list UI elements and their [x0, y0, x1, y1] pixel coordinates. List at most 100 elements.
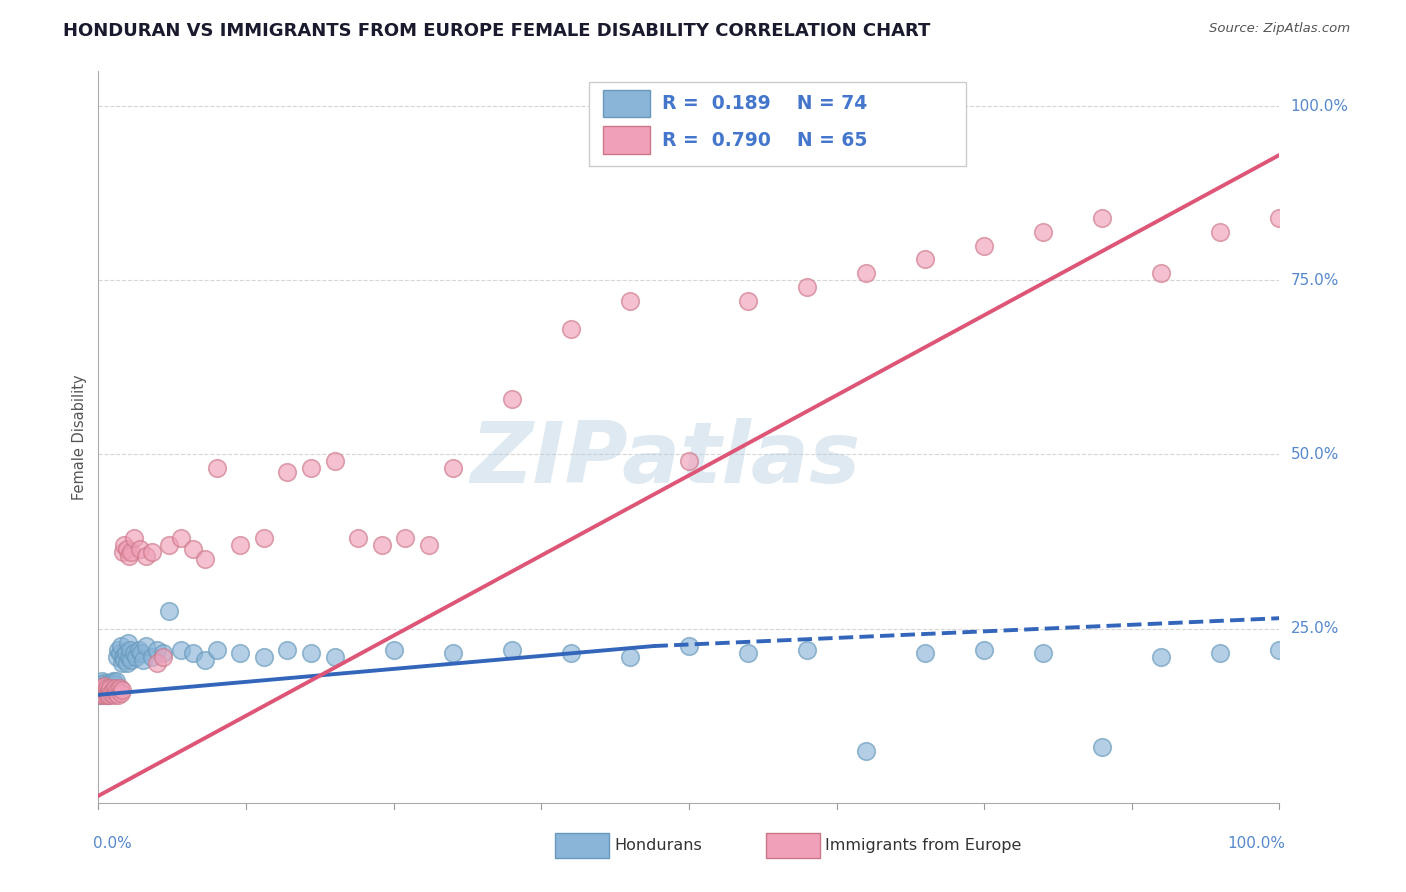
- Point: [146, 642, 169, 657]
- Point: [1209, 646, 1232, 660]
- Point: [111, 682, 134, 697]
- Point: [98, 679, 121, 693]
- Point: [796, 280, 818, 294]
- Point: [117, 635, 139, 649]
- Point: [205, 642, 228, 657]
- Text: HONDURAN VS IMMIGRANTS FROM EUROPE FEMALE DISABILITY CORRELATION CHART: HONDURAN VS IMMIGRANTS FROM EUROPE FEMAL…: [63, 22, 931, 40]
- Point: [121, 545, 143, 559]
- Point: [299, 646, 322, 660]
- Point: [501, 392, 523, 406]
- Text: 100.0%: 100.0%: [1291, 99, 1348, 113]
- Point: [121, 653, 143, 667]
- Point: [91, 682, 114, 697]
- Point: [111, 657, 134, 671]
- Point: [118, 649, 141, 664]
- Point: [89, 686, 111, 700]
- Point: [94, 681, 117, 695]
- Point: [90, 682, 112, 697]
- Point: [323, 649, 346, 664]
- Text: Hondurans: Hondurans: [614, 838, 702, 853]
- Point: [678, 454, 700, 468]
- Point: [132, 653, 155, 667]
- Point: [98, 688, 121, 702]
- Point: [120, 642, 142, 657]
- Point: [91, 679, 114, 693]
- Point: [1091, 211, 1114, 225]
- Point: [619, 294, 641, 309]
- Point: [678, 639, 700, 653]
- Point: [112, 538, 135, 552]
- Text: R =  0.189    N = 74: R = 0.189 N = 74: [662, 94, 868, 113]
- Point: [1032, 225, 1054, 239]
- Point: [110, 686, 132, 700]
- Point: [98, 688, 121, 702]
- Point: [146, 657, 169, 671]
- Point: [114, 646, 136, 660]
- Point: [152, 646, 174, 660]
- Point: [1268, 211, 1291, 225]
- Point: [100, 682, 122, 697]
- Point: [973, 642, 995, 657]
- Point: [96, 686, 118, 700]
- Point: [91, 681, 114, 695]
- Point: [1032, 646, 1054, 660]
- Point: [914, 252, 936, 267]
- Point: [91, 686, 114, 700]
- Point: [93, 679, 115, 693]
- Point: [129, 646, 152, 660]
- Point: [737, 294, 759, 309]
- Point: [89, 688, 111, 702]
- Point: [501, 642, 523, 657]
- Text: 75.0%: 75.0%: [1291, 273, 1339, 288]
- Point: [194, 653, 217, 667]
- Point: [108, 646, 131, 660]
- Point: [91, 686, 114, 700]
- Point: [90, 688, 112, 702]
- Point: [101, 673, 124, 688]
- FancyBboxPatch shape: [589, 82, 966, 167]
- Text: Source: ZipAtlas.com: Source: ZipAtlas.com: [1209, 22, 1350, 36]
- Point: [276, 465, 298, 479]
- Text: Immigrants from Europe: Immigrants from Europe: [825, 838, 1022, 853]
- Point: [91, 673, 114, 688]
- Point: [122, 531, 145, 545]
- Point: [98, 681, 121, 695]
- Point: [105, 686, 128, 700]
- Point: [91, 681, 114, 695]
- Text: R =  0.790    N = 65: R = 0.790 N = 65: [662, 130, 868, 150]
- Point: [100, 686, 122, 700]
- Point: [93, 676, 115, 690]
- Point: [122, 646, 145, 660]
- Point: [96, 679, 118, 693]
- Point: [104, 677, 127, 691]
- Point: [560, 646, 582, 660]
- Point: [157, 604, 180, 618]
- Text: 100.0%: 100.0%: [1227, 836, 1285, 851]
- Point: [973, 238, 995, 252]
- Point: [855, 743, 877, 757]
- Point: [98, 681, 121, 695]
- Point: [152, 649, 174, 664]
- FancyBboxPatch shape: [603, 126, 650, 154]
- Point: [1209, 225, 1232, 239]
- Point: [855, 266, 877, 280]
- Point: [135, 549, 157, 563]
- Point: [103, 688, 125, 702]
- Point: [104, 684, 127, 698]
- Point: [619, 649, 641, 664]
- Point: [170, 642, 193, 657]
- Point: [276, 642, 298, 657]
- Point: [115, 657, 138, 671]
- Point: [107, 688, 129, 702]
- Text: 0.0%: 0.0%: [93, 836, 131, 851]
- FancyBboxPatch shape: [603, 90, 650, 118]
- Point: [737, 646, 759, 660]
- Point: [418, 538, 440, 552]
- Text: ZIPatlas: ZIPatlas: [470, 417, 860, 500]
- Point: [299, 461, 322, 475]
- Point: [103, 681, 125, 695]
- Point: [181, 646, 204, 660]
- Point: [135, 639, 157, 653]
- Point: [112, 545, 135, 559]
- Point: [94, 688, 117, 702]
